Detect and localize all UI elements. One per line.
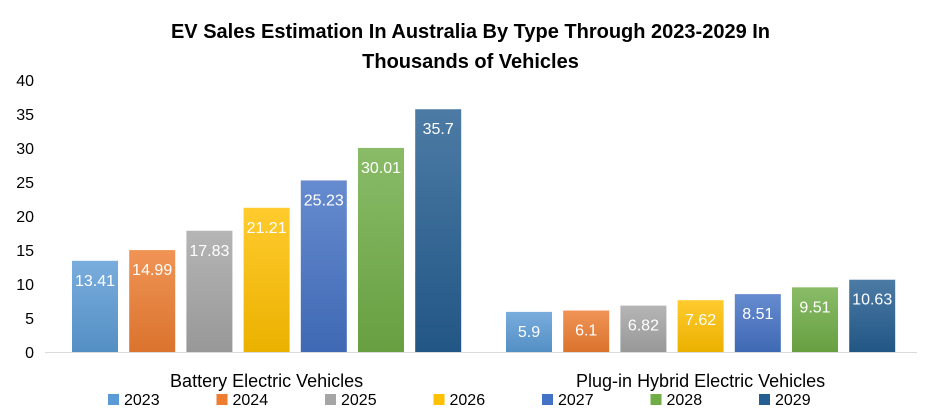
- data-label: 9.51: [799, 299, 830, 316]
- category-label: Plug-in Hybrid Electric Vehicles: [576, 371, 825, 391]
- data-label: 25.23: [304, 192, 344, 209]
- legend-swatch: [433, 394, 445, 405]
- bar-2028-bev: [358, 147, 404, 352]
- y-tick-label: 20: [16, 209, 34, 226]
- y-tick-label: 10: [16, 277, 34, 294]
- legend-swatch: [759, 394, 770, 405]
- data-label: 14.99: [132, 262, 172, 279]
- y-tick-label: 5: [25, 311, 34, 328]
- y-tick-label: 35: [16, 107, 34, 124]
- data-label: 6.82: [628, 318, 659, 335]
- legend-label: 2027: [558, 392, 594, 409]
- bar-2024-bev: [129, 250, 176, 352]
- bar-2025-phev: [620, 305, 667, 352]
- data-label: 5.9: [518, 324, 540, 341]
- legend-label: 2024: [233, 392, 269, 409]
- legend-label: 2029: [775, 392, 811, 409]
- bar-2029-bev: [415, 109, 462, 353]
- data-label: 8.51: [742, 306, 773, 323]
- legend-swatch: [108, 394, 119, 405]
- legend-swatch: [650, 394, 662, 405]
- y-tick-label: 0: [25, 345, 34, 362]
- data-label: 35.7: [423, 121, 454, 138]
- data-label: 30.01: [361, 160, 401, 177]
- legend-label: 2023: [124, 392, 160, 409]
- bar-2027-bev: [300, 180, 347, 352]
- chart-title-line-2: Thousands of Vehicles: [362, 51, 579, 73]
- y-tick-label: 30: [16, 141, 34, 158]
- data-label: 13.41: [75, 273, 115, 290]
- data-label: 6.1: [575, 323, 597, 340]
- y-tick-label: 25: [16, 175, 34, 192]
- bar-2023-bev: [72, 260, 118, 352]
- data-label: 7.62: [685, 312, 716, 329]
- bar-2023-phev: [506, 311, 552, 352]
- legend-swatch: [542, 394, 553, 405]
- y-tick-label: 40: [16, 73, 34, 90]
- category-label: Battery Electric Vehicles: [170, 371, 363, 391]
- bar-2028-phev: [792, 287, 838, 352]
- legend-swatch: [216, 394, 228, 405]
- legend-label: 2026: [450, 392, 486, 409]
- y-tick-label: 15: [16, 243, 34, 260]
- legend-swatch: [325, 394, 336, 405]
- data-label: 21.21: [247, 220, 287, 237]
- data-label: 17.83: [189, 243, 229, 260]
- chart-title-line-1: EV Sales Estimation In Australia By Type…: [170, 21, 771, 43]
- legend-label: 2028: [667, 392, 703, 409]
- bar-2029-phev: [849, 279, 896, 352]
- bar-2024-phev: [563, 310, 610, 352]
- bar-2026-phev: [677, 300, 724, 352]
- bar-2026-bev: [243, 207, 290, 352]
- bar-2025-bev: [186, 230, 233, 352]
- legend-label: 2025: [341, 392, 377, 409]
- data-label: 10.63: [852, 292, 892, 309]
- bar-2027-phev: [734, 294, 781, 352]
